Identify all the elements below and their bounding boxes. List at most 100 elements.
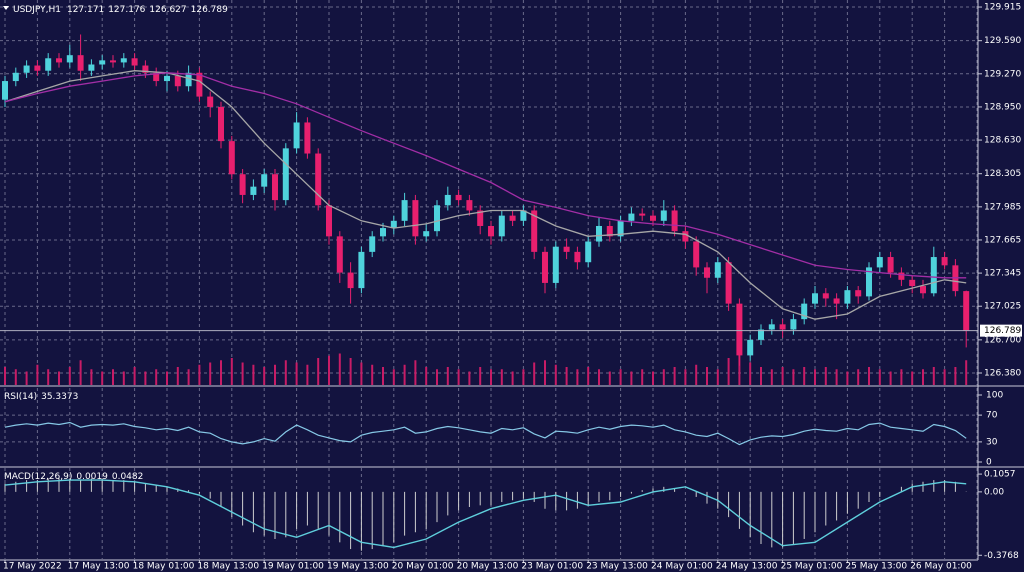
mark-layer [0, 34, 978, 551]
x-tick-label: 24 May 13:00 [716, 562, 778, 572]
volume-bar [760, 367, 762, 385]
candle-body [423, 231, 430, 237]
volume-bar [36, 364, 39, 385]
y-tick-label: 129.270 [984, 69, 1021, 79]
candle-body [56, 58, 62, 63]
volume-bar [144, 371, 147, 385]
candle-body [369, 236, 376, 252]
candle-body [99, 60, 106, 65]
volume-bar [835, 369, 838, 385]
x-tick-label: 19 May 13:00 [327, 562, 389, 572]
candle-body [887, 257, 894, 273]
candle-body [207, 96, 214, 107]
candle-body [920, 286, 926, 294]
x-tick-label: 19 May 01:00 [262, 562, 324, 572]
candle-body [196, 72, 203, 97]
volume-bar [306, 364, 309, 385]
y-tick-label: 0.00 [984, 487, 1004, 497]
x-tick-label: 18 May 01:00 [133, 562, 195, 572]
volume-bar [554, 364, 557, 385]
candle-body [833, 298, 840, 304]
volume-bar [706, 367, 708, 385]
y-tick-label: 0.1057 [984, 470, 1016, 480]
candle-body [164, 75, 170, 82]
candle-body [218, 106, 224, 142]
x-tick-label: 18 May 13:00 [197, 562, 259, 572]
candle-body [66, 55, 73, 63]
candle-body [585, 241, 592, 263]
y-tick-label: -0.3768 [984, 551, 1019, 561]
candle-body [12, 72, 19, 82]
volume-bar [263, 367, 266, 385]
volume-bar [500, 369, 503, 385]
candle-body [174, 75, 181, 87]
volume-bar [511, 371, 514, 385]
candle-body [866, 267, 872, 297]
candle-body [909, 279, 916, 287]
current-price-label: 126.789 [984, 326, 1021, 336]
candle-body [660, 210, 667, 221]
candle-body [768, 324, 775, 330]
macd-header: MACD(12,26,9) 0.0019 0.0482 [4, 472, 143, 482]
candle-body [779, 324, 786, 330]
volume-bar [673, 367, 676, 385]
volume-bar [155, 369, 158, 385]
menu-arrow[interactable] [3, 6, 9, 10]
volume-bar [544, 360, 546, 385]
candle-body [466, 200, 473, 211]
volume-bar [814, 369, 816, 385]
volume-bar [295, 362, 298, 385]
volume-bar [25, 371, 28, 385]
volume-bar [220, 360, 222, 385]
candle-body [574, 251, 581, 263]
candle-body [401, 200, 408, 221]
volume-bar [4, 367, 6, 385]
volume-bar [922, 369, 924, 385]
volume-bar [392, 369, 395, 385]
candle-body [714, 262, 721, 278]
volume-bar [738, 353, 741, 385]
rsi-line [4, 421, 967, 446]
volume-bar [241, 362, 244, 385]
volume-bar [47, 369, 50, 385]
x-tick-label: 23 May 13:00 [586, 562, 648, 572]
volume-bar [274, 364, 276, 385]
y-tick-label: 128.305 [984, 169, 1021, 179]
y-tick-label: 70 [986, 411, 998, 421]
volume-bar [230, 358, 233, 385]
candle-body [358, 251, 365, 289]
volume-bar [90, 369, 93, 385]
candle-body [153, 72, 160, 82]
volume-bar [770, 369, 773, 385]
y-tick-label: 100 [986, 391, 1003, 401]
candle-body [704, 267, 710, 278]
candle-body [822, 293, 829, 299]
candle-body [596, 225, 602, 242]
candle-body [639, 213, 646, 216]
rsi-header: RSI(14) 35.3373 [4, 392, 78, 402]
y-tick-label: 126.700 [984, 335, 1021, 345]
volume-bar [857, 369, 860, 385]
candle-body [790, 319, 797, 330]
volume-bar [565, 367, 568, 385]
moving-average [4, 72, 967, 279]
candle-body [682, 231, 689, 242]
volume-bar [608, 371, 611, 385]
volume-bar [803, 367, 806, 385]
volume-bar [371, 364, 374, 385]
volume-bar [252, 364, 255, 385]
y-tick-label: 126.380 [984, 368, 1021, 378]
volume-bar [533, 362, 536, 385]
candle-body [747, 339, 754, 356]
y-tick-label: 127.345 [984, 269, 1021, 279]
x-tick-label: 17 May 13:00 [68, 562, 130, 572]
volume-bar [781, 367, 784, 385]
volume-bar [166, 371, 168, 385]
candle-body [671, 210, 678, 232]
x-tick-label: 17 May 2022 [3, 562, 62, 572]
last-high: 127.176 [108, 5, 145, 15]
volume-bar [662, 369, 665, 385]
volume-bar [878, 369, 881, 385]
